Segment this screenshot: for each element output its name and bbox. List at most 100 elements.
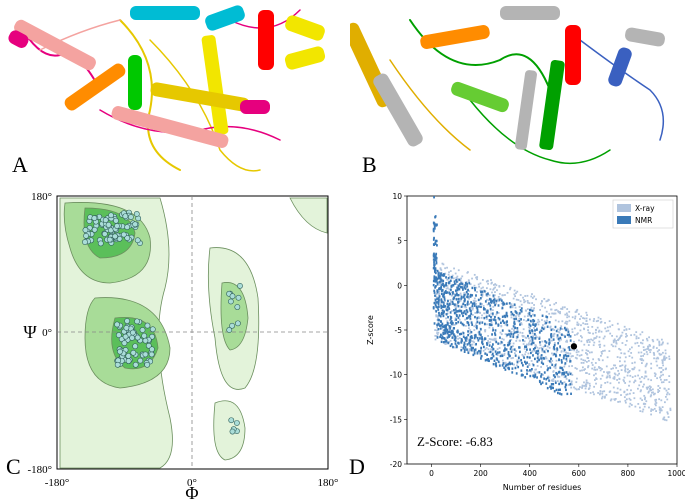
- nmr-point: [433, 289, 436, 293]
- phi-tick-max: 180°: [318, 477, 339, 489]
- nmr-point: [538, 358, 540, 362]
- xray-point: [623, 396, 626, 399]
- x-axis-ticks: 0 200 400 600 800 1000: [429, 464, 685, 478]
- xray-point: [642, 346, 645, 349]
- nmr-point: [506, 333, 509, 337]
- nmr-point: [503, 344, 506, 347]
- xray-point: [555, 350, 558, 353]
- xray-point: [480, 287, 483, 290]
- nmr-point: [465, 309, 468, 312]
- xray-point: [634, 405, 637, 408]
- nmr-point: [466, 285, 469, 288]
- nmr-point: [498, 351, 501, 354]
- xray-point: [539, 355, 542, 358]
- xray-point: [655, 357, 658, 360]
- xray-point: [551, 312, 554, 315]
- nmr-point: [495, 357, 498, 360]
- nmr-point: [523, 356, 525, 359]
- nmr-point: [435, 262, 438, 265]
- nmr-point: [460, 297, 463, 300]
- xray-point: [570, 386, 573, 389]
- nmr-point: [565, 371, 568, 374]
- nmr-point: [518, 319, 521, 323]
- xray-point: [583, 343, 586, 346]
- xray-point: [658, 344, 661, 347]
- nmr-point: [500, 341, 503, 344]
- xray-point: [629, 399, 632, 401]
- xray-point: [473, 329, 476, 331]
- xray-point: [446, 312, 449, 315]
- xray-point: [436, 332, 438, 334]
- xray-point: [436, 326, 439, 329]
- xray-point: [588, 382, 591, 385]
- xray-point: [575, 309, 578, 312]
- nmr-point: [441, 309, 444, 312]
- residue-point: [102, 217, 109, 224]
- nmr-point: [469, 295, 472, 298]
- xray-point: [564, 322, 567, 325]
- nmr-point: [442, 336, 444, 340]
- nmr-point: [520, 318, 522, 321]
- nmr-point: [449, 321, 452, 324]
- nmr-point: [440, 287, 442, 291]
- nmr-point: [507, 362, 510, 366]
- xray-point: [621, 331, 624, 334]
- nmr-point: [456, 286, 459, 289]
- nmr-point: [451, 321, 454, 325]
- nmr-point: [529, 308, 531, 312]
- xray-point: [457, 269, 460, 272]
- xray-point: [649, 386, 652, 389]
- xray-point: [566, 340, 569, 343]
- xray-point: [503, 352, 506, 355]
- nmr-point: [569, 335, 572, 338]
- xray-point: [653, 407, 656, 410]
- xray-point: [657, 357, 660, 360]
- nmr-point: [452, 333, 455, 336]
- nmr-point: [534, 337, 537, 340]
- nmr-point: [491, 356, 493, 360]
- nmr-point: [463, 350, 466, 354]
- xray-point: [477, 316, 480, 319]
- residue-point: [227, 298, 234, 305]
- xray-point: [659, 376, 661, 379]
- xray-point: [639, 390, 642, 393]
- xray-point: [475, 303, 477, 305]
- xray-point: [575, 388, 578, 391]
- nmr-point: [510, 310, 513, 314]
- xray-point: [448, 271, 450, 274]
- xray-point: [565, 351, 567, 354]
- xray-point: [639, 341, 642, 344]
- residue-point: [134, 334, 141, 341]
- xray-point: [436, 315, 439, 318]
- nmr-point: [508, 367, 510, 371]
- nmr-point: [512, 335, 515, 339]
- nmr-point: [436, 306, 439, 309]
- nmr-point: [566, 392, 569, 396]
- xray-point: [566, 360, 568, 363]
- nmr-point: [469, 317, 472, 320]
- nmr-point: [516, 361, 519, 364]
- nmr-point: [455, 280, 458, 283]
- xray-point: [584, 359, 587, 362]
- nmr-point: [555, 354, 557, 358]
- xray-point: [584, 368, 586, 371]
- residue-point: [142, 337, 149, 344]
- xray-point: [649, 389, 652, 392]
- nmr-point: [433, 252, 435, 255]
- nmr-point: [480, 346, 483, 350]
- nmr-point: [449, 311, 452, 314]
- nmr-point: [491, 333, 493, 336]
- xray-point: [600, 386, 602, 389]
- xray-point: [568, 310, 571, 313]
- xray-point: [571, 374, 574, 376]
- nmr-point: [557, 391, 559, 395]
- xray-point: [576, 323, 579, 326]
- xray-point: [606, 326, 609, 329]
- xray-point: [574, 356, 577, 359]
- xray-point: [566, 308, 569, 310]
- xray-point: [655, 402, 658, 404]
- xray-point: [528, 314, 531, 317]
- nmr-point: [550, 357, 552, 360]
- nmr-point: [441, 335, 444, 338]
- xray-point: [651, 388, 654, 391]
